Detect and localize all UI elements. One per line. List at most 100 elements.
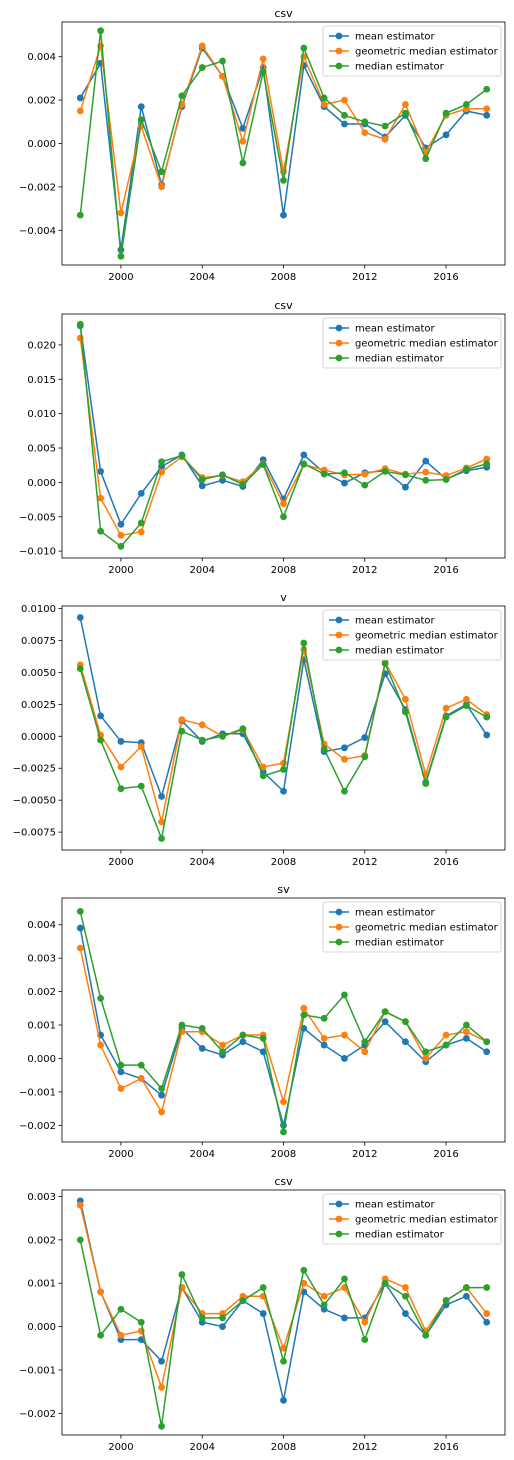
legend-entry: mean estimator [329, 616, 436, 627]
data-point [442, 131, 450, 139]
y-tick-label: 0.0075 [21, 636, 56, 647]
legend-label: geometric median estimator [355, 339, 499, 350]
series-geometric-median-estimator [76, 944, 491, 1116]
data-point [483, 85, 491, 93]
legend-entry: geometric median estimator [329, 47, 499, 58]
data-point [320, 470, 328, 478]
chart-title: v [280, 591, 287, 604]
data-point [158, 835, 165, 842]
data-point [483, 1318, 491, 1326]
data-point [422, 780, 430, 787]
data-point [117, 1305, 125, 1313]
data-point [137, 1336, 145, 1344]
data-point [76, 1201, 84, 1209]
data-point [219, 1323, 226, 1330]
data-point [137, 116, 145, 124]
legend-box [322, 1193, 502, 1245]
data-point [462, 1028, 470, 1036]
data-point [341, 1275, 348, 1283]
data-point [341, 1314, 348, 1322]
data-point [259, 763, 267, 771]
data-point [259, 68, 267, 76]
data-point [158, 792, 165, 800]
data-point [320, 1301, 328, 1309]
y-tick-label: −0.0050 [13, 796, 56, 807]
data-point [239, 1038, 247, 1046]
data-point [97, 712, 105, 720]
data-point [402, 1284, 409, 1291]
data-point [341, 787, 348, 795]
data-point [97, 527, 105, 535]
data-point [402, 101, 409, 108]
x-tick-label: 2012 [352, 272, 377, 283]
data-point [402, 1310, 409, 1317]
data-point [117, 209, 125, 217]
y-tick-label: −0.0075 [13, 828, 56, 839]
data-point [117, 520, 125, 528]
x-tick-label: 2000 [108, 272, 133, 283]
data-point [300, 1011, 308, 1019]
data-point [381, 1008, 389, 1016]
data-point [198, 736, 206, 744]
legend-marker [335, 616, 343, 624]
data-point [483, 111, 491, 119]
data-point [381, 1279, 389, 1287]
x-tick-label: 2004 [189, 272, 214, 283]
data-point [361, 1318, 369, 1326]
data-point [422, 457, 430, 465]
data-point [97, 1331, 105, 1339]
legend: mean estimator geometric median estimator… [322, 1193, 502, 1245]
legend-label: mean estimator [355, 908, 436, 919]
data-point [259, 1034, 267, 1042]
data-point [239, 1297, 247, 1304]
data-point [198, 64, 206, 71]
legend-marker [335, 631, 343, 639]
data-point [402, 471, 409, 479]
legend-marker [335, 324, 343, 332]
data-point [259, 1310, 267, 1317]
data-point [158, 1085, 165, 1092]
data-point [219, 1048, 226, 1056]
legend-entry: geometric median estimator [329, 631, 499, 642]
legend-label: geometric median estimator [355, 47, 499, 58]
data-point [300, 460, 308, 468]
chart-title: csv [274, 1175, 293, 1188]
y-tick-label: 0.010 [27, 409, 56, 420]
x-tick-label: 2004 [189, 1149, 214, 1160]
legend-marker [335, 47, 343, 55]
data-point [361, 481, 369, 489]
data-point [341, 96, 348, 104]
data-point [198, 721, 206, 729]
legend-marker [335, 938, 343, 946]
legend-entry: median estimator [329, 646, 445, 657]
data-point [259, 461, 267, 468]
data-point [341, 744, 348, 752]
legend-label: median estimator [355, 646, 445, 657]
data-point [137, 1318, 145, 1326]
data-point [442, 109, 450, 117]
chart-panel-2: csv 2000 2004 2008 2012 2016 −0.010 −0.005 0.000… [19, 299, 506, 576]
chart-title: csv [274, 7, 293, 20]
data-point [280, 1344, 287, 1352]
data-point [97, 1288, 105, 1296]
data-point [117, 531, 125, 539]
legend-marker [335, 339, 343, 347]
legend-entry: geometric median estimator [329, 923, 499, 934]
data-point [442, 476, 450, 484]
data-point [158, 1108, 165, 1116]
data-point [300, 44, 308, 52]
data-point [483, 1310, 491, 1317]
x-tick-label: 2004 [189, 1442, 214, 1453]
y-tick-label: 0.0050 [21, 668, 56, 679]
x-tick-label: 2012 [352, 1442, 377, 1453]
data-point [483, 1284, 491, 1291]
y-tick-label: 0.015 [27, 375, 56, 386]
legend-entry: mean estimator [329, 1200, 436, 1211]
data-point [97, 27, 105, 35]
data-point [361, 118, 369, 126]
data-point [117, 785, 125, 793]
legend-label: geometric median estimator [355, 923, 499, 934]
data-point [239, 725, 247, 733]
data-point [158, 468, 165, 476]
chart-panel-5: csv 2000 2004 2008 2012 2016 −0.002 −0.001 0.000… [19, 1175, 506, 1453]
